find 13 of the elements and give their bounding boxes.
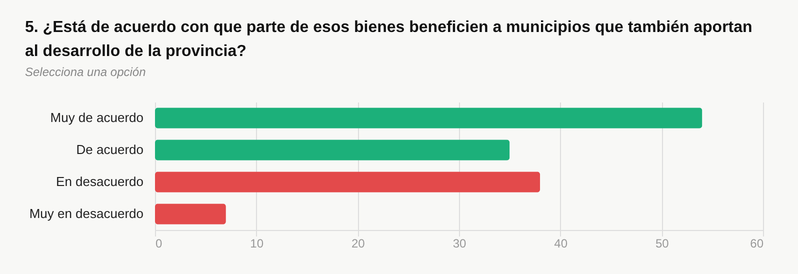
x-tick-label: 50: [655, 236, 670, 250]
y-tick-label: En desacuerdo: [56, 174, 144, 189]
chart-subtitle: Selecciona una opción: [25, 65, 146, 79]
x-tick-label: 60: [750, 236, 764, 250]
x-tick-label: 40: [554, 236, 568, 250]
x-tick-label: 30: [452, 236, 466, 250]
y-tick-label: Muy de acuerdo: [50, 110, 144, 125]
chart-title: 5. ¿Está de acuerdo con que parte de esos bienes beneficien a municipios que también aportan al desarrollo de la provincia?: [25, 18, 754, 62]
x-tick-label: 10: [250, 236, 264, 250]
x-tick-label: 0: [156, 236, 162, 250]
y-tick-label: De acuerdo: [76, 142, 144, 157]
x-tick-label: 20: [351, 236, 366, 250]
y-tick-label: Muy en desacuerdo: [29, 206, 144, 221]
